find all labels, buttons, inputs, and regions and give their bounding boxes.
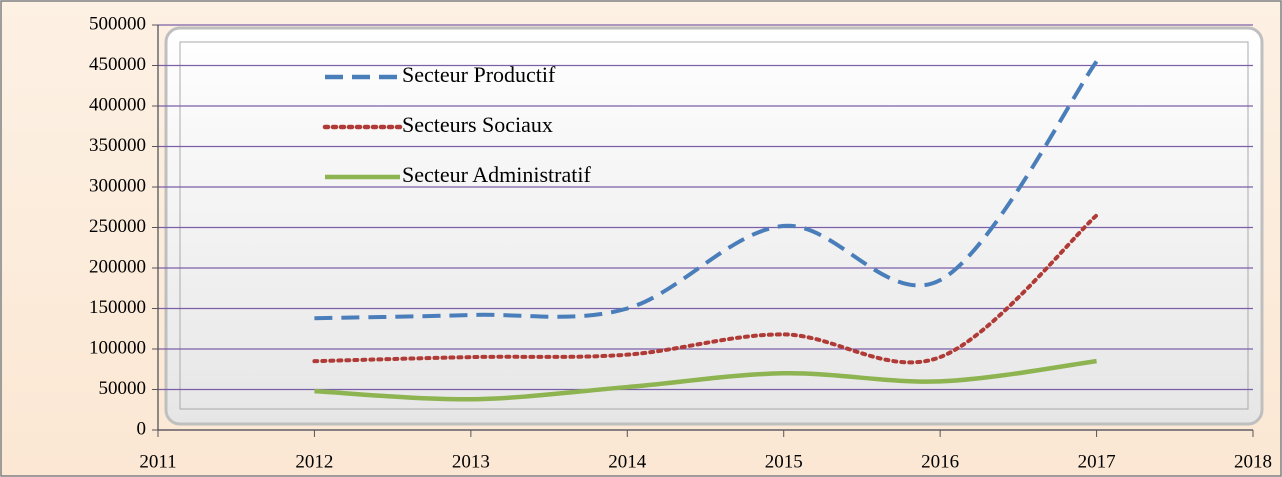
inner-frame [179,41,1249,410]
legend-label: Secteurs Sociaux [402,112,553,137]
x-tick-label: 2015 [765,451,803,472]
y-tick-label: 150000 [89,297,146,318]
series-line [312,213,1099,365]
legend-label: Secteur Administratif [402,162,591,187]
x-tick-label: 2016 [921,451,959,472]
x-tick-label: 2011 [139,451,176,472]
y-tick-label: 300000 [89,175,146,196]
y-tick-label: 450000 [89,54,146,75]
y-tick-label: 350000 [89,135,146,156]
y-tick-label: 0 [137,418,147,439]
y-tick-label: 500000 [89,13,146,34]
x-tick-label: 2013 [452,451,490,472]
x-tick-label: 2014 [608,451,647,472]
y-tick-label: 100000 [89,337,146,358]
y-tick-label: 50000 [99,378,147,399]
y-tick-label: 200000 [89,256,146,277]
x-tick-label: 2012 [295,451,333,472]
series-line [314,60,1099,321]
plot-panel [164,26,1264,426]
y-tick-label: 400000 [89,94,146,115]
x-tick-label: 2017 [1078,451,1116,472]
y-tick-label: 250000 [89,216,146,237]
x-tick-label: 2018 [1234,451,1272,472]
series-line [314,358,1097,402]
legend-label: Secteur Productif [402,62,556,87]
